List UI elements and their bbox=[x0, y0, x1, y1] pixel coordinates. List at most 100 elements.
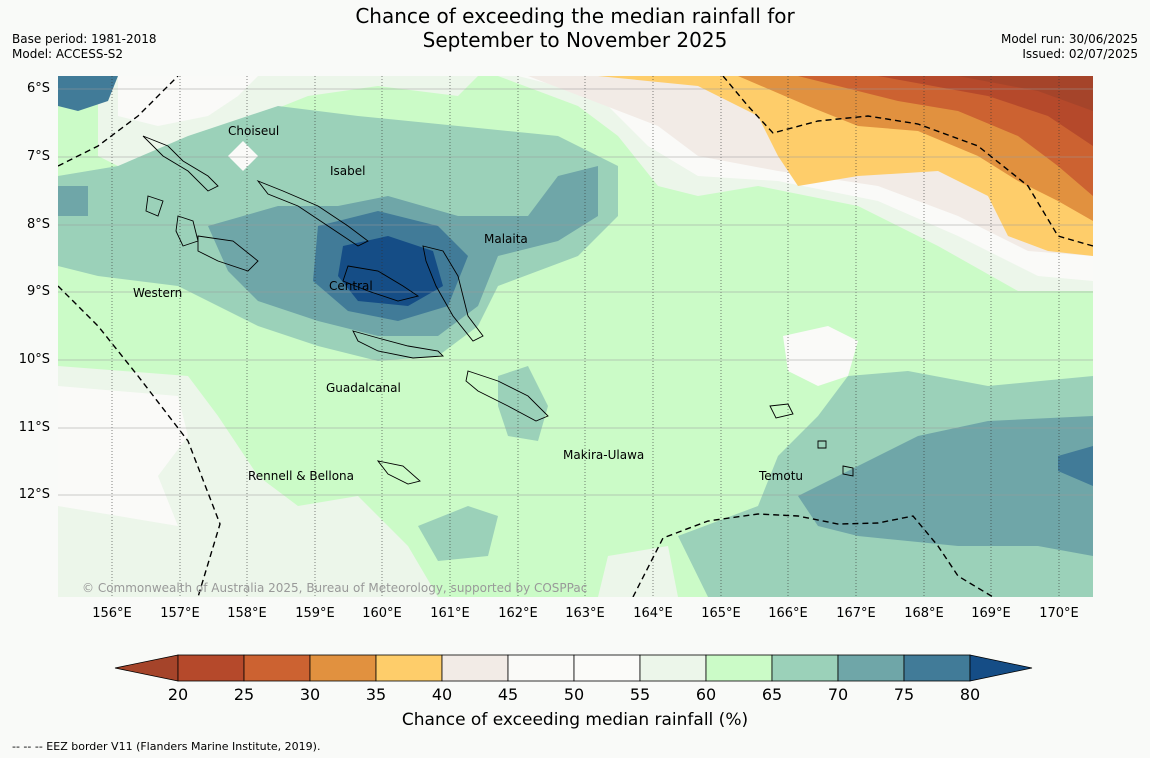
kolombangara-island bbox=[175, 215, 199, 247]
colorbar-segment bbox=[639, 654, 707, 682]
lat-label-8s: 8°S bbox=[26, 217, 50, 232]
region-label-isabel: Isabel bbox=[330, 164, 366, 178]
colorbar-extend-low bbox=[114, 654, 179, 682]
colorbar-tick-80: 80 bbox=[959, 685, 981, 704]
colorbar-segment bbox=[177, 654, 245, 682]
zone-70-75-se bbox=[798, 416, 1093, 556]
lat-label-11s: 11°S bbox=[18, 420, 50, 435]
colorbar-tick-45: 45 bbox=[497, 685, 519, 704]
latitude-gridlines bbox=[58, 88, 1093, 496]
model-name: Model: ACCESS-S2 bbox=[12, 47, 124, 61]
zone-65-70-makira bbox=[498, 366, 548, 441]
zone-65-70-south bbox=[418, 506, 498, 561]
lon-label-167e: 167°E bbox=[836, 606, 876, 621]
lon-label-161e: 161°E bbox=[430, 606, 470, 621]
rennell-island bbox=[376, 460, 421, 485]
colorbar-segment bbox=[375, 654, 443, 682]
lon-label-164e: 164°E bbox=[633, 606, 673, 621]
guadalcanal-island bbox=[352, 330, 445, 359]
lat-label-6s: 6°S bbox=[26, 81, 50, 96]
region-label-temotu: Temotu bbox=[759, 469, 804, 483]
region-label-guadalcanal: Guadalcanal bbox=[326, 381, 401, 395]
lon-label-166e: 166°E bbox=[768, 606, 808, 621]
colorbar-segment bbox=[903, 654, 971, 682]
region-label-makira-ulawa: Makira-Ulawa bbox=[563, 448, 645, 462]
colorbar-tick-40: 40 bbox=[431, 685, 453, 704]
meta-right: Model run: 30/06/2025 Issued: 02/07/2025 bbox=[1001, 32, 1138, 62]
colorbar-tick-55: 55 bbox=[629, 685, 651, 704]
map-title: Chance of exceeding the median rainfall … bbox=[0, 4, 1150, 52]
zone-50-55-nw bbox=[118, 76, 258, 126]
colorbar-segment bbox=[507, 654, 575, 682]
lon-label-163e: 163°E bbox=[565, 606, 605, 621]
region-label-rennell-bellona: Rennell & Bellona bbox=[248, 469, 355, 483]
vanikoro-island bbox=[817, 440, 827, 449]
florida-islands bbox=[342, 265, 420, 302]
lon-label-159e: 159°E bbox=[295, 606, 335, 621]
colorbar-segments bbox=[114, 654, 1033, 682]
region-label-malaita: Malaita bbox=[484, 232, 528, 246]
colorbar-tick-30: 30 bbox=[299, 685, 321, 704]
region-label-western: Western bbox=[133, 286, 183, 300]
colorbar-tick-60: 60 bbox=[695, 685, 717, 704]
meta-left: Base period: 1981-2018 Model: ACCESS-S2 bbox=[12, 32, 157, 62]
colorbar-tick-50: 50 bbox=[563, 685, 585, 704]
colorbar-tick-20: 20 bbox=[167, 685, 189, 704]
copyright-text: © Commonwealth of Australia 2025, Bureau… bbox=[82, 581, 588, 595]
colorbar-label: Chance of exceeding median rainfall (%) bbox=[401, 710, 749, 730]
lon-label-162e: 162°E bbox=[498, 606, 538, 621]
colorbar-segment bbox=[837, 654, 905, 682]
colorbar-tick-35: 35 bbox=[365, 685, 387, 704]
zone-50-55-sw bbox=[58, 386, 188, 526]
lon-label-157e: 157°E bbox=[160, 606, 200, 621]
santa-cruz-island bbox=[769, 403, 794, 419]
malaita-island bbox=[422, 245, 484, 342]
colorbar-segment bbox=[243, 654, 311, 682]
utupua-island bbox=[842, 465, 854, 477]
colorbar-segment bbox=[441, 654, 509, 682]
vella-lavella-island bbox=[145, 195, 164, 217]
lon-label-160e: 160°E bbox=[362, 606, 402, 621]
base-period: Base period: 1981-2018 bbox=[12, 32, 157, 46]
colorbar-segment bbox=[705, 654, 773, 682]
colorbar-segment bbox=[771, 654, 839, 682]
choiseul-island bbox=[142, 135, 219, 192]
title-line-2: September to November 2025 bbox=[422, 28, 728, 52]
eez-borders bbox=[58, 76, 1093, 597]
region-label-choiseul: Choiseul bbox=[228, 124, 280, 138]
lon-label-156e: 156°E bbox=[92, 606, 132, 621]
zone-above-80-central bbox=[338, 236, 443, 306]
issued-date: Issued: 02/07/2025 bbox=[1022, 47, 1138, 61]
new-georgia-island bbox=[197, 235, 259, 272]
colorbar-tick-65: 65 bbox=[761, 685, 783, 704]
lon-label-170e: 170°E bbox=[1039, 606, 1079, 621]
lon-label-169e: 169°E bbox=[971, 606, 1011, 621]
lon-label-165e: 165°E bbox=[701, 606, 741, 621]
zone-70-75-west bbox=[58, 186, 88, 216]
colorbar-segment bbox=[309, 654, 377, 682]
zone-below-20-ne bbox=[958, 76, 1093, 111]
colorbar bbox=[114, 654, 1033, 682]
lat-label-12s: 12°S bbox=[18, 487, 50, 502]
region-label-central: Central bbox=[329, 279, 373, 293]
zone-20-25-ne bbox=[878, 76, 1093, 146]
lat-label-7s: 7°S bbox=[26, 149, 50, 164]
island-outlines bbox=[142, 135, 854, 485]
zone-75-80-nw bbox=[58, 76, 118, 111]
colorbar-tick-25: 25 bbox=[233, 685, 255, 704]
title-line-1: Chance of exceeding the median rainfall … bbox=[355, 4, 795, 28]
zone-50-55-east bbox=[783, 326, 858, 386]
makira-island bbox=[465, 370, 549, 422]
map-canvas bbox=[58, 76, 1093, 597]
lon-label-158e: 158°E bbox=[227, 606, 267, 621]
lat-label-10s: 10°S bbox=[18, 352, 50, 367]
lat-label-9s: 9°S bbox=[26, 284, 50, 299]
zone-55-60-s bbox=[598, 546, 678, 597]
model-run: Model run: 30/06/2025 bbox=[1000, 32, 1138, 46]
colorbar-tick-70: 70 bbox=[827, 685, 849, 704]
colorbar-segment bbox=[573, 654, 641, 682]
zone-50-55-choiseul bbox=[228, 141, 258, 171]
colorbar-extend-high bbox=[969, 654, 1033, 682]
lon-label-168e: 168°E bbox=[904, 606, 944, 621]
eez-footnote: -- -- -- EEZ border V11 (Flanders Marine… bbox=[12, 740, 321, 753]
